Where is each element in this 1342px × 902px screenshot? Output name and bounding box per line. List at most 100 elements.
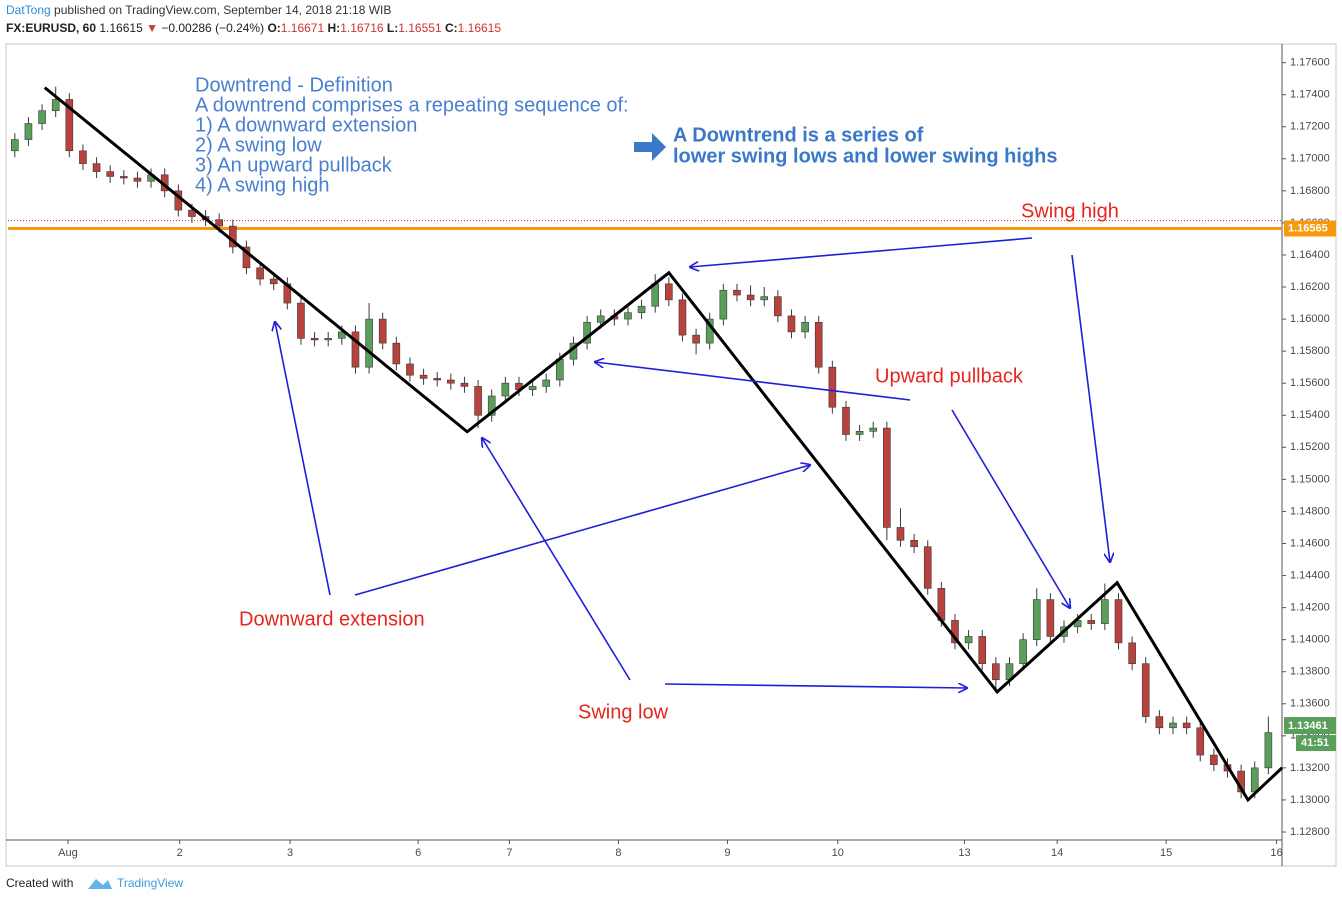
brand-logo: [88, 879, 112, 889]
x-tick-label: 14: [1051, 847, 1063, 859]
x-tick-label: 7: [506, 847, 512, 859]
candle-body: [487, 395, 496, 416]
y-tick-label: 1.14200: [1290, 601, 1330, 613]
candle-body: [378, 318, 387, 344]
candle-body: [365, 318, 373, 368]
candle-body: [896, 527, 905, 541]
candle-body: [1182, 722, 1191, 729]
y-tick-label: 1.17200: [1290, 121, 1330, 133]
countdown-label: 41:51: [1301, 737, 1329, 749]
candle-body: [828, 366, 837, 408]
y-tick-label: 1.14800: [1290, 505, 1330, 517]
definition-line: 3) An upward pullback: [195, 154, 393, 176]
candle-body: [733, 289, 741, 296]
candle-body: [460, 382, 469, 387]
label-upward-pullback: Upward pullback: [875, 365, 1024, 387]
arrow: [275, 322, 331, 596]
candle-body: [11, 139, 19, 152]
candle-body: [910, 539, 918, 547]
candle-body: [324, 338, 333, 341]
definition-line: 4) A swing high: [195, 174, 330, 196]
candle-body: [1210, 754, 1218, 765]
candle-body: [665, 283, 673, 301]
candle-body: [188, 209, 196, 217]
candle-body: [855, 430, 864, 435]
candle-body: [637, 305, 646, 313]
y-tick-label: 1.13600: [1290, 698, 1330, 710]
plot: 1.176001.174001.172001.170001.168001.166…: [8, 57, 1336, 859]
candle-body: [256, 267, 264, 280]
candle-body: [65, 99, 74, 152]
y-tick-label: 1.14600: [1290, 537, 1330, 549]
candle-body: [624, 312, 632, 320]
created-with: Created with: [6, 876, 73, 890]
y-tick-label: 1.15400: [1290, 409, 1330, 421]
arrow: [482, 438, 631, 681]
candle-body: [719, 289, 728, 320]
candle-body: [269, 278, 278, 285]
candle-body: [923, 546, 932, 589]
brand[interactable]: TradingView: [117, 876, 183, 890]
y-tick-label: 1.15800: [1290, 345, 1330, 357]
y-tick-label: 1.14400: [1290, 569, 1330, 581]
arrow: [951, 409, 1070, 608]
candle-body: [1087, 620, 1096, 624]
candle-body: [814, 321, 823, 368]
price-line-label: 1.16565: [1288, 222, 1328, 234]
candle-body: [120, 176, 128, 179]
callout-arrow: [634, 133, 666, 161]
candle-body: [992, 663, 1000, 681]
candle-body: [79, 150, 87, 164]
callout-line: A Downtrend is a series of: [673, 124, 924, 146]
x-tick-label: Aug: [58, 847, 78, 859]
x-tick-label: 8: [615, 847, 621, 859]
x-tick-label: 6: [415, 847, 421, 859]
y-tick-label: 1.16800: [1290, 185, 1330, 197]
candle-body: [746, 294, 755, 301]
candle-body: [692, 334, 700, 344]
x-tick-label: 9: [724, 847, 730, 859]
arrow: [354, 465, 810, 596]
candle-body: [869, 427, 878, 432]
candle-body: [215, 219, 223, 227]
candle-body: [1101, 599, 1109, 624]
definition-line: A downtrend comprises a repeating sequen…: [195, 94, 629, 116]
candle-body: [1141, 663, 1150, 717]
candle-body: [1114, 599, 1123, 644]
candle-body: [92, 163, 101, 172]
l-label: L:: [387, 21, 398, 35]
definition-line: Downtrend - Definition: [195, 74, 393, 96]
change-icon: ▼: [146, 21, 158, 35]
author[interactable]: DatTong: [6, 3, 51, 17]
y-tick-label: 1.15200: [1290, 441, 1330, 453]
candle-body: [1046, 599, 1055, 637]
l: 1.16551: [398, 21, 442, 35]
y-tick-label: 1.17000: [1290, 153, 1330, 165]
candle-body: [678, 299, 687, 336]
h-label: H:: [328, 21, 341, 35]
candle-body: [542, 379, 551, 387]
candle-body: [297, 302, 305, 339]
chart-frame: [5, 43, 1337, 867]
candle-body: [351, 331, 360, 368]
candle-body: [1169, 722, 1177, 729]
y-tick-label: 1.15000: [1290, 473, 1330, 485]
candle-body: [106, 171, 114, 177]
arrow: [1071, 254, 1110, 562]
candle-body: [1196, 727, 1205, 756]
definition-line: 2) A swing low: [195, 134, 322, 156]
candle-body: [978, 636, 987, 664]
x-tick-label: 3: [287, 847, 293, 859]
x-tick-label: 15: [1160, 847, 1172, 859]
o: 1.16671: [281, 21, 325, 35]
candle-body: [1155, 716, 1164, 729]
header-line: DatTong published on TradingView.com, Se…: [6, 3, 391, 17]
definition-line: 1) A downward extension: [195, 114, 417, 136]
change: −0.00286 (−0.24%): [161, 21, 264, 35]
symbol-line: FX:EURUSD, 60 1.16615 ▼ −0.00286 (−0.24%…: [6, 21, 501, 35]
y-tick-label: 1.16200: [1290, 281, 1330, 293]
candle-body: [1032, 599, 1041, 640]
label-swing-low: Swing low: [578, 701, 669, 723]
candle-body: [242, 246, 251, 269]
y-tick-label: 1.13800: [1290, 666, 1330, 678]
